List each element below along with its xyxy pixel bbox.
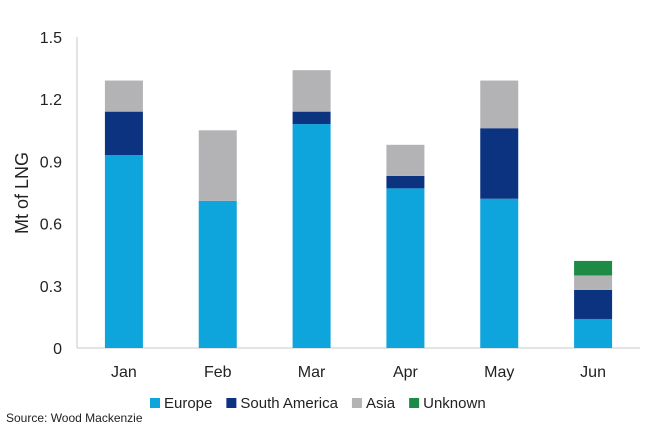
y-tick-label: 1.5 — [40, 30, 62, 47]
bar-segment-south-america — [480, 128, 519, 199]
bar-segment-asia — [574, 275, 613, 290]
y-axis-label: Mt of LNG — [12, 152, 32, 234]
y-axis-ticks: 0 0.3 0.6 0.9 1.2 1.5 — [40, 30, 62, 358]
bar-segment-europe — [292, 124, 331, 348]
y-tick-label: 0 — [53, 341, 62, 358]
bar-segment-asia — [104, 80, 143, 112]
legend-label: Europe — [164, 395, 212, 412]
y-tick-label: 1.2 — [40, 92, 62, 109]
source-note: Source: Wood Mackenzie — [6, 411, 143, 425]
legend-label: South America — [240, 395, 338, 412]
x-tick-label: Mar — [298, 364, 326, 381]
bar-segment-south-america — [386, 175, 425, 189]
legend-swatch — [226, 398, 237, 408]
bar-segment-south-america — [104, 111, 143, 156]
x-axis-ticks: Jan Feb Mar Apr May Jun — [111, 364, 606, 381]
legend-swatch — [150, 398, 160, 408]
bars-group — [104, 70, 613, 348]
bar-segment-south-america — [574, 289, 613, 319]
x-tick-label: May — [484, 364, 514, 381]
bar-segment-europe — [104, 155, 143, 348]
legend-label: Unknown — [423, 395, 486, 412]
legend-swatch — [351, 398, 362, 408]
x-tick-label: Feb — [204, 364, 232, 381]
legend-swatch — [409, 398, 420, 408]
bar-segment-unknown — [574, 260, 613, 276]
bar-segment-europe — [480, 198, 519, 348]
bar-segment-asia — [292, 70, 331, 112]
y-tick-label: 0.9 — [40, 154, 62, 171]
y-tick-label: 0.6 — [40, 217, 62, 234]
bar-segment-europe — [574, 318, 613, 348]
y-tick-label: 0.3 — [40, 279, 62, 296]
bar-segment-south-america — [292, 111, 331, 125]
legend: Europe South America Asia Unknown — [150, 395, 486, 412]
bar-segment-asia — [386, 144, 425, 176]
x-tick-label: Jun — [580, 364, 606, 381]
x-tick-label: Apr — [393, 364, 419, 381]
x-tick-label: Jan — [111, 364, 137, 381]
bar-segment-europe — [198, 200, 237, 348]
legend-label: Asia — [366, 395, 396, 412]
bar-segment-europe — [386, 188, 425, 348]
bar-segment-asia — [480, 80, 519, 129]
bar-segment-asia — [198, 130, 237, 201]
